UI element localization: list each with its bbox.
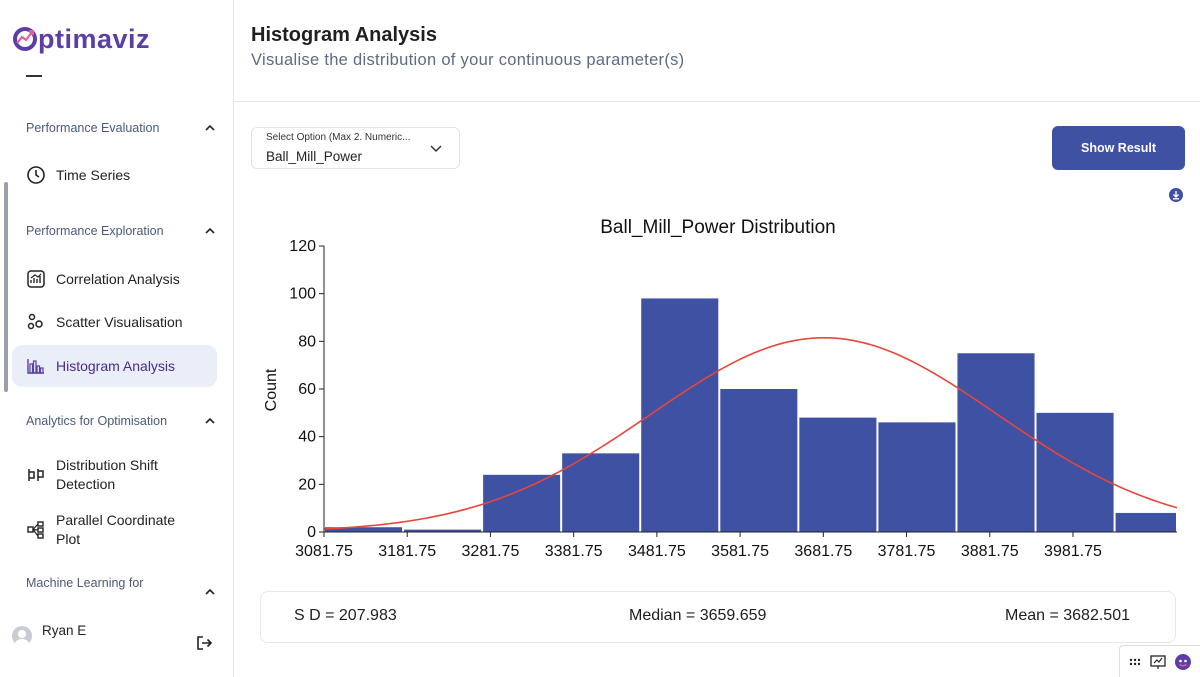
- page-subtitle: Visualise the distribution of your conti…: [251, 51, 685, 69]
- histogram-bar: [641, 298, 719, 532]
- x-tick-label: 3181.75: [378, 543, 436, 560]
- parameter-select[interactable]: Select Option (Max 2. Numeric... Ball_Mi…: [251, 127, 460, 169]
- sidebar-item-parallel-coordinate-plot[interactable]: Parallel Coordinate Plot: [12, 507, 217, 553]
- x-tick-label: 3781.75: [878, 543, 936, 560]
- histogram-bar: [720, 389, 798, 532]
- grid-dots-icon[interactable]: [1128, 655, 1142, 669]
- avatar[interactable]: [12, 626, 32, 646]
- sidebar-scrollbar[interactable]: [4, 182, 8, 392]
- chevron-up-icon[interactable]: [204, 586, 216, 598]
- median-value: Median = 3659.659: [629, 607, 767, 624]
- x-tick-label: 3481.75: [628, 543, 686, 560]
- select-value: Ball_Mill_Power: [266, 149, 363, 164]
- chevron-down-icon[interactable]: [429, 141, 443, 155]
- chevron-up-icon[interactable]: [204, 415, 216, 427]
- sidebar-item-cut-off: [26, 64, 206, 78]
- histogram-bar: [325, 527, 403, 532]
- histogram-bar: [799, 417, 877, 532]
- sidebar-item-label: Distribution Shift Detection: [56, 456, 158, 494]
- page-title: Histogram Analysis: [251, 24, 437, 46]
- y-tick-label: 120: [289, 238, 316, 255]
- label-line-1: Distribution Shift: [56, 457, 158, 473]
- y-tick-label: 80: [298, 333, 316, 350]
- y-tick-label: 100: [289, 286, 316, 303]
- mean-value: Mean = 3682.501: [1005, 607, 1130, 624]
- parallel-coordinate-icon: [27, 521, 44, 539]
- section-performance-exploration[interactable]: Performance Exploration: [26, 224, 216, 238]
- user-name: Ryan E: [42, 622, 87, 638]
- logout-icon[interactable]: [195, 634, 213, 652]
- x-tick-label: 3681.75: [794, 543, 852, 560]
- sidebar-item-label: Correlation Analysis: [56, 271, 180, 287]
- section-performance-evaluation[interactable]: Performance Evaluation: [26, 121, 216, 135]
- logo-text: ptimaviz: [38, 24, 151, 54]
- download-icon[interactable]: [1169, 188, 1183, 202]
- chevron-up-icon[interactable]: [204, 225, 216, 237]
- label-line-1: Parallel Coordinate: [56, 512, 176, 528]
- section-machine-learning[interactable]: Machine Learning for: [26, 576, 216, 598]
- stats-panel: S D = 207.983 Median = 3659.659 Mean = 3…: [260, 591, 1176, 643]
- histogram-bar: [957, 353, 1035, 532]
- y-tick-label: 20: [298, 476, 316, 493]
- x-tick-label: 3981.75: [1044, 543, 1102, 560]
- section-analytics-for-optimisation[interactable]: Analytics for Optimisation: [26, 414, 216, 428]
- x-tick-label: 3081.75: [295, 543, 353, 560]
- section-label: Performance Evaluation: [26, 121, 160, 135]
- section-label: Analytics for Optimisation: [26, 414, 168, 428]
- sidebar-item-correlation-analysis[interactable]: Correlation Analysis: [12, 258, 217, 300]
- y-tick-label: 40: [298, 429, 316, 446]
- sidebar-item-distribution-shift-detection[interactable]: Distribution Shift Detection: [12, 452, 217, 498]
- sidebar-item-label: Histogram Analysis: [56, 358, 176, 374]
- histogram-bar: [562, 453, 640, 532]
- scatter-icon: [27, 313, 43, 330]
- correlation-icon: [27, 270, 45, 288]
- section-label: Machine Learning for: [26, 576, 144, 590]
- y-tick-label: 0: [307, 524, 316, 541]
- clock-icon: [27, 166, 45, 184]
- logo[interactable]: ptimaviz: [12, 24, 151, 54]
- sidebar-item-label: Time Series: [56, 167, 131, 183]
- page-header: Histogram Analysis Visualise the distrib…: [234, 0, 1200, 102]
- histogram-bar: [483, 474, 561, 532]
- sidebar-item-label: Parallel Coordinate Plot: [56, 511, 175, 549]
- corner-toolbar: [1119, 645, 1200, 677]
- chart-title: Ball_Mill_Power Distribution: [600, 217, 835, 238]
- histogram-bar: [1036, 412, 1114, 532]
- user-profile: Ryan E: [12, 620, 217, 652]
- section-label: Performance Exploration: [26, 224, 164, 238]
- sidebar-item-label: Scatter Visualisation: [56, 314, 183, 330]
- sidebar: ptimaviz Performance Evaluation Time Ser…: [0, 0, 234, 677]
- logo-icon: [13, 27, 37, 51]
- normal-fit-curve: [323, 336, 1178, 530]
- presentation-icon[interactable]: [1149, 654, 1167, 670]
- chart-axes: 0 20 40 60 80 100 120 3081.75 3181.75 3281.75 3381…: [289, 238, 1177, 560]
- sidebar-item-scatter-visualisation[interactable]: Scatter Visualisation: [12, 301, 217, 343]
- histogram-bar: [404, 529, 482, 532]
- sidebar-item-histogram-analysis[interactable]: Histogram Analysis: [12, 345, 217, 387]
- x-tick-label: 3381.75: [545, 543, 603, 560]
- sd-value: S D = 207.983: [294, 607, 397, 624]
- x-tick-label: 3581.75: [711, 543, 769, 560]
- select-label: Select Option (Max 2. Numeric...: [266, 132, 411, 143]
- show-result-button[interactable]: Show Result: [1052, 126, 1185, 170]
- label-line-2: Plot: [56, 531, 81, 547]
- assistant-icon[interactable]: [1174, 653, 1192, 671]
- histogram-bar: [1115, 512, 1176, 532]
- x-tick-label: 3281.75: [462, 543, 520, 560]
- label-line-2: Detection: [56, 476, 116, 492]
- histogram-bar: [878, 422, 956, 532]
- distribution-shift-icon: [28, 469, 44, 481]
- sidebar-item-time-series[interactable]: Time Series: [12, 154, 217, 196]
- x-tick-label: 3881.75: [961, 543, 1019, 560]
- histogram-bars: [325, 298, 1176, 532]
- histogram-chart: Ball_Mill_Power Distribution Count 0 20 40…: [263, 217, 1178, 560]
- y-tick-label: 60: [298, 381, 316, 398]
- chart-y-axis-label: Count: [263, 368, 280, 411]
- histogram-icon: [27, 359, 44, 374]
- chevron-up-icon[interactable]: [204, 122, 216, 134]
